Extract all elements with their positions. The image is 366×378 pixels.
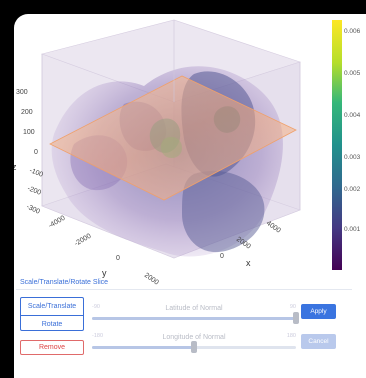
colorbar-tick: 0.004 — [344, 112, 361, 119]
latitude-thumb[interactable] — [293, 312, 299, 324]
cancel-button[interactable]: Cancel — [301, 334, 336, 349]
longitude-thumb[interactable] — [191, 341, 197, 353]
z-tick: 100 — [23, 129, 35, 136]
scale-translate-button[interactable]: Scale/Translate — [27, 303, 77, 310]
z-tick: -100 — [28, 167, 44, 178]
y-tick: 0 — [116, 255, 120, 262]
z-tick: -300 — [25, 203, 41, 215]
colorbar-tick: 0.006 — [344, 28, 361, 35]
mode-toggle-group: Scale/Translate Rotate — [20, 297, 84, 331]
z-tick: 200 — [21, 109, 33, 116]
colorbar-gradient — [332, 20, 342, 270]
colorbar-tick: 0.005 — [344, 70, 361, 77]
colorbar-tick: 0.003 — [344, 154, 361, 161]
apply-button[interactable]: Apply — [301, 304, 336, 319]
slice-controls-title: Scale/Translate/Rotate Slice — [20, 279, 109, 286]
latitude-max-label: 90 — [289, 304, 296, 310]
volume-3d-plot[interactable]: 300 200 100 0 -100 -200 -300 z -4000 -20… — [14, 14, 366, 290]
colorbar-tick: 0.001 — [344, 226, 361, 233]
latitude-label: Latitude of Normal — [165, 305, 223, 312]
longitude-min-label: -180 — [92, 333, 104, 339]
latitude-slider[interactable]: -90 90 Latitude of Normal — [92, 304, 299, 324]
longitude-slider[interactable]: -180 180 Longitude of Normal — [92, 333, 296, 353]
x-tick: 0 — [220, 253, 224, 260]
y-tick: 2000 — [143, 272, 160, 287]
latitude-min-label: -90 — [92, 304, 100, 310]
colorbar-tick: 0.002 — [344, 186, 361, 193]
remove-button[interactable]: Remove — [20, 340, 84, 355]
slice-controls-divider — [16, 289, 352, 364]
plot-canvas[interactable]: 300 200 100 0 -100 -200 -300 z -4000 -20… — [14, 14, 366, 290]
longitude-max-label: 180 — [286, 333, 296, 339]
visualization-panel: 300 200 100 0 -100 -200 -300 z -4000 -20… — [14, 14, 366, 378]
z-tick: 0 — [34, 149, 38, 156]
x-axis-label: x — [246, 258, 251, 268]
slice-plane[interactable] — [49, 75, 297, 201]
colorbar: 0.006 0.005 0.004 0.003 0.002 0.001 — [332, 20, 361, 270]
bounding-box-front — [41, 20, 301, 210]
z-axis-label: z — [14, 162, 17, 172]
longitude-fill — [92, 346, 194, 349]
rotate-button[interactable]: Rotate — [21, 315, 83, 330]
y-axis-label: y — [102, 268, 107, 278]
latitude-fill — [92, 317, 296, 320]
y-tick: -2000 — [74, 233, 93, 248]
y-tick: -4000 — [48, 215, 67, 230]
z-tick: 300 — [16, 89, 28, 96]
z-tick: -200 — [26, 185, 42, 196]
longitude-label: Longitude of Normal — [162, 334, 226, 341]
x-tick: 4000 — [265, 220, 282, 235]
z-axis: 300 200 100 0 -100 -200 -300 z — [14, 89, 44, 216]
